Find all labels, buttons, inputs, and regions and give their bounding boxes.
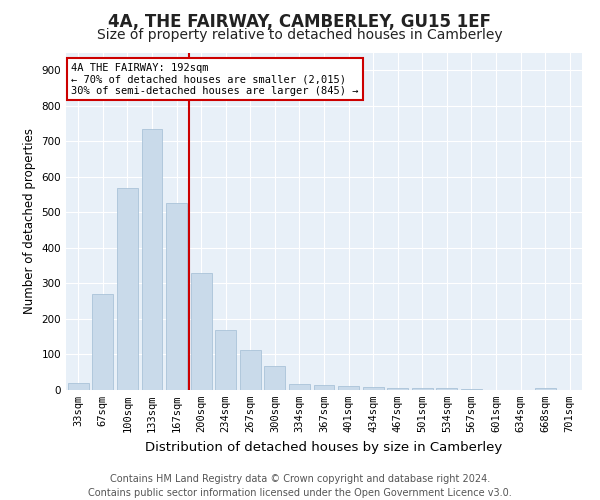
Bar: [535, 388, 556, 390]
Text: 4A, THE FAIRWAY, CAMBERLEY, GU15 1EF: 4A, THE FAIRWAY, CAMBERLEY, GU15 1EF: [109, 12, 491, 30]
Bar: [68, 383, 89, 390]
Bar: [362, 387, 383, 390]
Bar: [412, 388, 433, 390]
Text: Contains HM Land Registry data © Crown copyright and database right 2024.
Contai: Contains HM Land Registry data © Crown c…: [88, 474, 512, 498]
Bar: [387, 388, 408, 390]
Bar: [265, 366, 286, 390]
Bar: [92, 294, 113, 390]
Text: 4A THE FAIRWAY: 192sqm
← 70% of detached houses are smaller (2,015)
30% of semi-: 4A THE FAIRWAY: 192sqm ← 70% of detached…: [71, 62, 359, 96]
Bar: [191, 273, 212, 390]
Bar: [314, 384, 334, 390]
Bar: [215, 330, 236, 390]
Bar: [240, 350, 261, 390]
Bar: [289, 384, 310, 390]
Bar: [338, 386, 359, 390]
Bar: [117, 188, 138, 390]
Text: Size of property relative to detached houses in Camberley: Size of property relative to detached ho…: [97, 28, 503, 42]
Y-axis label: Number of detached properties: Number of detached properties: [23, 128, 36, 314]
Bar: [436, 388, 457, 390]
Bar: [166, 204, 187, 390]
Bar: [142, 129, 163, 390]
X-axis label: Distribution of detached houses by size in Camberley: Distribution of detached houses by size …: [145, 440, 503, 454]
